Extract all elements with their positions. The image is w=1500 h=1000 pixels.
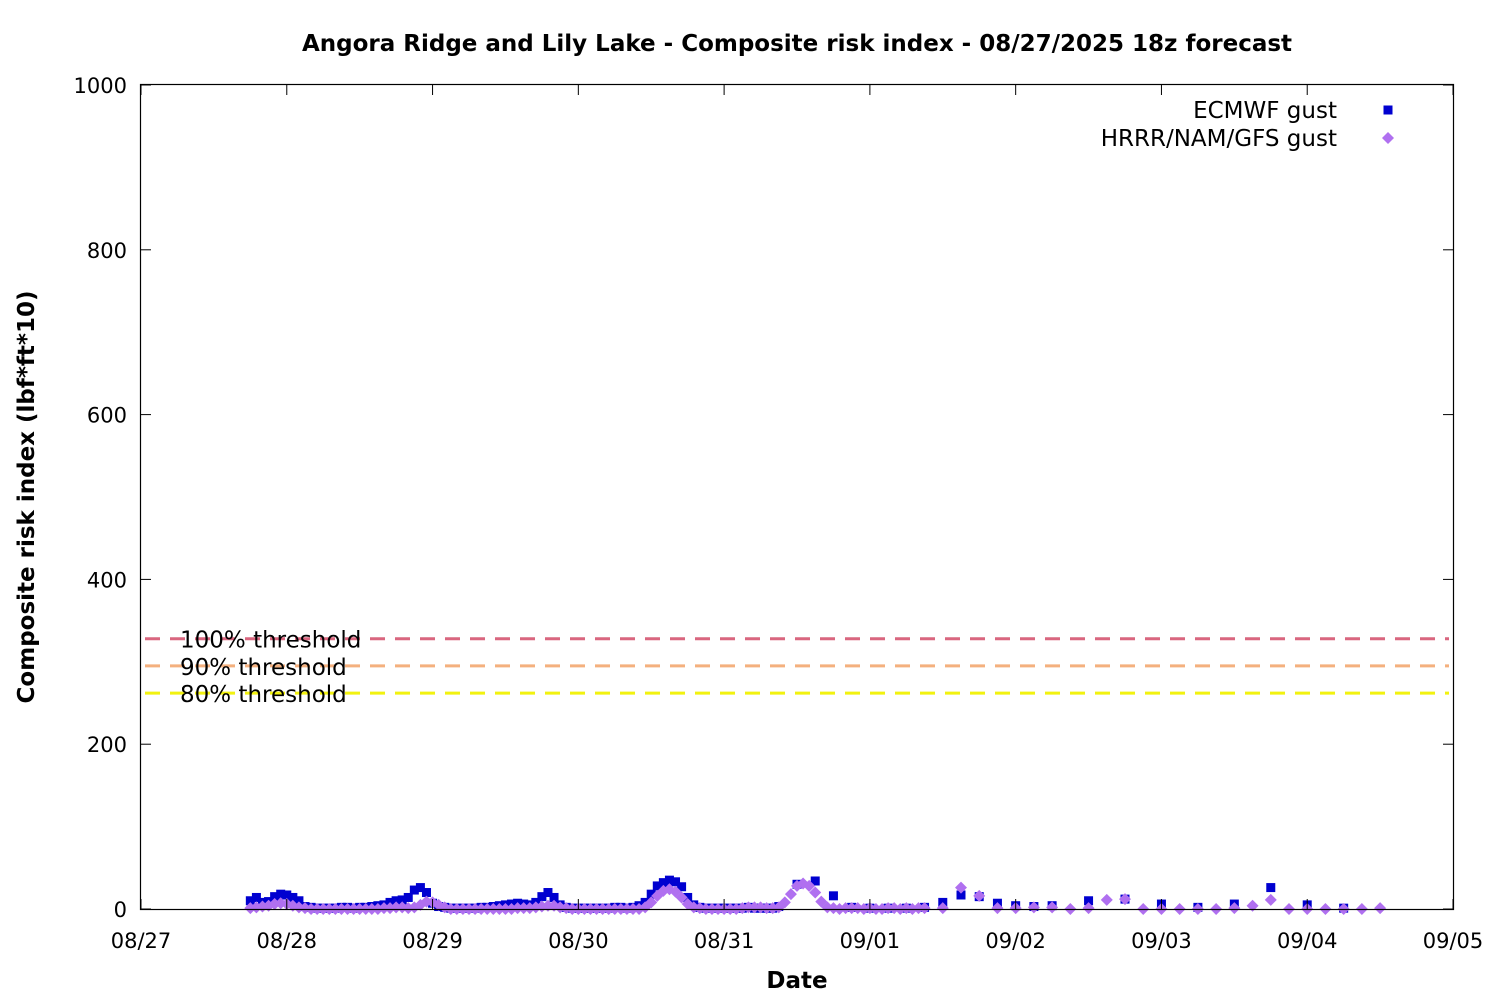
hrrr-nam-gfs-gust-point [377,902,390,915]
ecmwf-gust-point [294,896,304,906]
hrrr-nam-gfs-gust-point [918,902,931,915]
hrrr-nam-gfs-gust-point [778,896,791,909]
ecmwf-gust-point [415,883,425,893]
hrrr-nam-gfs-gust-point [803,879,816,892]
hrrr-nam-gfs-gust-point [973,889,986,902]
ecmwf-gust-point [652,881,662,891]
hrrr-nam-gfs-gust-point [991,902,1004,915]
ecmwf-gust-point [421,888,431,898]
hrrr-nam-gfs-gust-point [1027,901,1040,914]
hrrr-nam-gfs-gust-point [936,902,949,915]
hrrr-nam-gfs-gust-point [1082,902,1095,915]
data-series [244,875,1387,915]
y-tick-label: 600 [87,404,127,428]
y-tick-label: 400 [87,568,127,592]
hrrr-nam-gfs-gust-point [912,902,925,915]
hrrr-nam-gfs-gust-point [955,881,967,894]
x-tick-label: 09/05 [1423,929,1484,953]
ecmwf-gust-point [646,889,656,899]
hrrr-nam-gfs-gust-point [760,902,773,915]
x-tick-label: 08/30 [548,929,609,953]
hrrr-nam-gfs-gust-point [839,902,852,915]
hrrr-nam-gfs-gust-point [675,891,688,904]
x-tick-label: 08/31 [694,929,755,953]
ecmwf-gust-point [270,892,280,902]
hrrr-nam-gfs-gust-point [742,901,755,914]
hrrr-nam-gfs-gust-point [390,901,403,914]
hrrr-nam-gfs-gust-point [845,902,858,915]
ecmwf-gust-point [397,895,407,905]
x-axis-label: Date [766,968,827,994]
axis-ticks: 08/27 08/28 08/29 08/30 08/31 09/01 09/02 09/03… [74,74,1484,953]
threshold-label: 100% threshold [180,628,361,654]
hrrr-nam-gfs-gust-point [1374,902,1387,915]
ecmwf-gust-point [537,892,547,902]
ecmwf-gust-point [671,877,681,887]
x-tick-label: 09/01 [840,929,901,953]
legend-marker-ecmwf-gust [1383,105,1393,115]
y-tick-label: 1000 [74,74,127,98]
hrrr-nam-gfs-gust-point [511,902,524,915]
ecmwf-gust-point [282,890,292,900]
hrrr-nam-gfs-gust-point [748,901,761,914]
plot-frame [139,83,1455,911]
hrrr-nam-gfs-gust-point [1246,899,1259,912]
y-axis-label: Composite risk index (lbf*ft*10) [14,291,40,704]
y-tick-label: 800 [87,239,127,263]
threshold-label: 90% threshold [180,655,347,681]
ecmwf-gust-point [543,888,553,898]
hrrr-nam-gfs-gust-point [1046,901,1059,914]
hrrr-nam-gfs-gust-point [517,902,530,915]
y-tick-label: 200 [87,733,127,757]
hrrr-nam-gfs-gust-point [244,902,257,915]
ecmwf-gust-point [810,876,820,886]
hrrr-nam-gfs-gust-point [1119,893,1131,906]
x-tick-label: 09/03 [1131,929,1192,953]
hrrr-nam-gfs-gust-point [1100,893,1113,906]
ecmwf-gust-point [391,896,401,906]
legend-label: ECMWF gust [1193,98,1337,124]
hrrr-nam-gfs-gust-point [1264,893,1277,906]
x-tick-label: 08/27 [111,929,172,953]
ecmwf-gust-point [409,885,419,895]
ecmwf-gust-point [549,892,559,902]
hrrr-nam-gfs-gust-point [1228,902,1241,915]
legend-marker-hrrr-nam-gfs-gust [1382,132,1394,144]
ecmwf-gust-point [658,878,668,888]
ecmwf-gust-point [288,892,298,902]
ecmwf-gust-point [1084,896,1094,906]
hrrr-nam-gfs-gust-point [541,899,554,912]
ecmwf-gust-point [664,875,674,885]
ecmwf-gust-point [276,889,286,899]
ecmwf-gust-point [1266,883,1276,893]
ecmwf-gust-point [245,896,255,906]
ecmwf-gust-point [683,892,693,902]
x-tick-label: 08/28 [257,929,318,953]
x-tick-label: 08/29 [402,929,463,953]
ecmwf-gust-point [828,891,838,901]
threshold-label: 80% threshold [180,682,347,708]
legend-label: HRRR/NAM/GFS gust [1101,126,1337,152]
hrrr-nam-gfs-gust-point [784,888,797,901]
ecmwf-gust-point [956,890,966,900]
x-tick-label: 09/02 [985,929,1046,953]
ecmwf-gust-point [677,882,687,892]
x-tick-label: 09/04 [1277,929,1338,953]
y-tick-label: 0 [114,898,127,922]
hrrr-nam-gfs-gust-point [645,896,658,909]
ecmwf-gust-point [251,892,261,902]
chart-title: Angora Ridge and Lily Lake - Composite r… [302,31,1292,57]
hrrr-nam-gfs-gust-point [809,886,822,899]
ecmwf-gust-point [403,892,413,902]
hrrr-nam-gfs-gust-point [882,902,895,915]
